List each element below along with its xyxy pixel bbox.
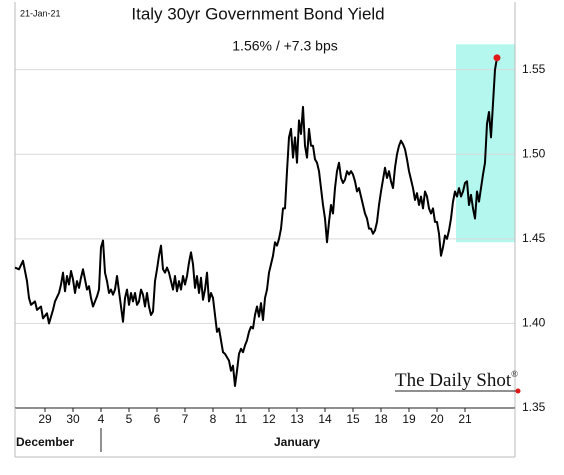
month-label: December xyxy=(16,435,74,449)
chart-title: Italy 30yr Government Bond Yield xyxy=(131,4,384,23)
text-layer: 1.35 1.40 1.45 1.50 1.55 29 30 4 5 6 7 8 11 12 13 14 15 1… xyxy=(16,62,546,449)
y-tick-label: 1.50 xyxy=(522,146,546,160)
x-tick-label: 13 xyxy=(290,412,304,426)
x-tick-label: 8 xyxy=(210,412,217,426)
x-tick-label: 12 xyxy=(262,412,276,426)
x-tick-label: 7 xyxy=(182,412,189,426)
watermark-text: The Daily Shot xyxy=(395,370,512,391)
x-tick-label: 30 xyxy=(66,412,80,426)
data-layer xyxy=(14,54,501,388)
y-tick-label: 1.35 xyxy=(522,400,546,414)
series-line xyxy=(14,57,498,388)
date-label: 21-Jan-21 xyxy=(20,8,61,18)
watermark-mark: ® xyxy=(511,369,518,379)
x-tick-label: 21 xyxy=(458,412,472,426)
last-point xyxy=(493,54,501,62)
grid-layer xyxy=(14,2,516,458)
watermark-dot xyxy=(515,388,521,394)
x-tick-label: 29 xyxy=(38,412,52,426)
x-tick-label: 11 xyxy=(235,412,248,426)
month-label: January xyxy=(274,435,320,449)
x-tick-label: 15 xyxy=(346,412,360,426)
chart-subtitle: 1.56% / +7.3 bps xyxy=(232,38,337,54)
x-tick-label: 19 xyxy=(402,412,416,426)
x-tick-label: 6 xyxy=(154,412,161,426)
x-tick-label: 18 xyxy=(374,412,388,426)
x-tick-label: 20 xyxy=(430,412,444,426)
watermark: The Daily Shot® xyxy=(395,369,518,391)
x-tick-label: 5 xyxy=(126,412,133,426)
y-tick-label: 1.45 xyxy=(522,231,546,245)
y-tick-label: 1.40 xyxy=(522,316,546,330)
x-tick-label: 14 xyxy=(318,412,332,426)
x-tick-label: 4 xyxy=(98,412,105,426)
y-tick-label: 1.55 xyxy=(522,62,546,76)
